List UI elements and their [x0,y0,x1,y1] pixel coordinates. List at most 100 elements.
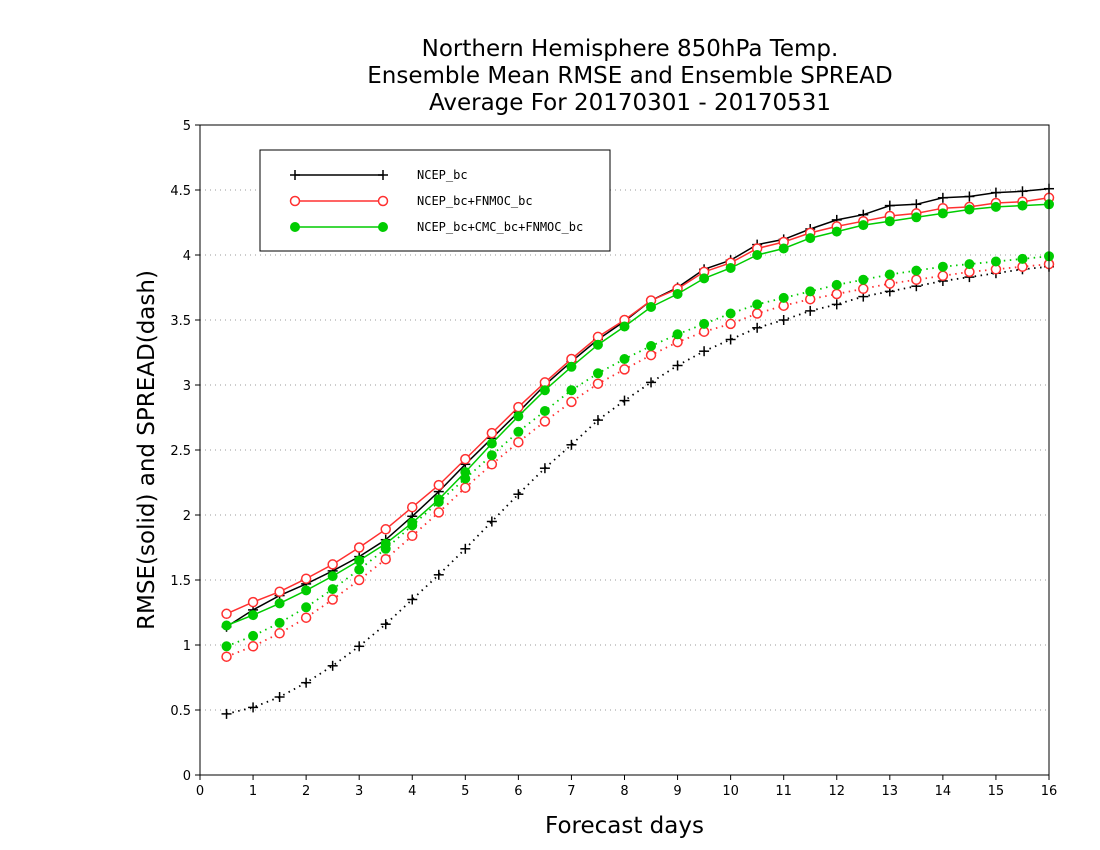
spread-point [354,641,365,652]
spread-line-series-2 [226,263,1050,658]
x-tick-label: 1 [249,784,257,799]
y-tick-label: 2 [183,509,191,524]
legend: NCEP_bc NCEP_bc+FNMOC_bc NCEP_bc+CMC_bc+FN… [259,149,611,252]
spread-point [645,349,657,361]
spread-point [433,569,444,580]
y-tick-label: 3.5 [170,314,191,329]
spread-point [937,261,948,272]
spread-point [539,463,550,474]
spread-point [460,543,471,554]
legend-marker [377,195,389,207]
chart-title: Northern Hemisphere 850hPa Temp. [421,36,839,62]
rmse-line-series-1 [226,187,1050,628]
rmse-point [327,571,338,582]
rmse-point [539,385,550,396]
legend-entry-2: NCEP_bc+FNMOC_bc [289,194,533,208]
y-tick-label: 4.5 [170,184,191,199]
rmse-point [460,453,471,465]
spread-point [566,385,577,396]
spread-point [539,406,550,416]
rmse-point [592,339,603,350]
spread-point [858,283,869,295]
rmse-point [460,467,471,478]
legend-marker [290,170,300,180]
spread-point [831,299,842,310]
spread-point [460,482,471,493]
rmse-point [380,538,391,549]
rmse-point [300,573,312,584]
x-tick-label: 14 [935,784,952,799]
rmse-point [1017,200,1028,211]
rmse-point [672,289,683,299]
rmse-point [619,321,630,332]
spread-point [247,641,259,652]
spread-point [805,305,816,316]
spread-point [327,660,338,671]
x-tick-label: 12 [828,784,845,799]
spread-point [380,619,391,630]
spread-point [354,564,365,575]
spread-point [486,459,498,470]
spread-point [566,396,577,408]
rmse-point [964,191,975,202]
y-tick-label: 4 [183,249,191,264]
spread-point [566,439,577,450]
rmse-point [353,542,365,553]
x-tick-label: 0 [196,784,204,799]
rmse-point [699,273,710,284]
spread-point [725,308,736,319]
rmse-point [380,524,391,535]
rmse-point [486,438,497,449]
legend-label: NCEP_bc [417,168,468,182]
spread-point [858,274,869,285]
rmse-point [752,250,763,260]
x-tick-label: 6 [514,784,522,799]
spread-point [911,274,922,285]
x-tick-label: 2 [302,784,310,799]
y-tick-label: 1 [183,639,191,654]
spread-point [937,270,949,282]
rmse-point [964,204,975,215]
x-tick-label: 15 [988,784,1005,799]
rmse-point [884,216,895,227]
spread-point [274,692,285,702]
rmse-point [486,427,498,439]
rmse-point [858,220,869,231]
spread-point [301,677,312,688]
rmse-point [433,494,444,505]
spread-point [619,395,630,406]
legend-marker [378,222,388,232]
rmse-point [831,226,842,237]
x-tick-label: 10 [722,784,739,799]
rmse-point [433,479,445,491]
spread-point [884,269,895,280]
spread-point [274,628,285,639]
rmse-point [566,361,577,372]
spread-point [778,292,789,303]
chart-subtitle-1: Ensemble Mean RMSE and Ensemble SPREAD [367,63,893,89]
legend-label: NCEP_bc+CMC_bc+FNMOC_bc [417,220,583,234]
rmse-point [937,192,948,203]
rmse-point [247,596,259,608]
spread-point [646,377,657,388]
spread-point [221,651,232,662]
rmse-line-series-2 [226,197,1050,615]
rmse-point [805,233,816,244]
spread-point [990,256,1001,267]
legend-label: NCEP_bc+FNMOC_bc [417,194,533,208]
spread-point [805,286,816,297]
x-tick-label: 9 [673,784,681,799]
rmse-point [354,555,365,566]
spread-point [539,416,551,427]
grid-lines [200,189,1049,711]
series-2 [221,192,1055,662]
spread-point [513,489,524,500]
spread-point [380,553,391,565]
spread-point [592,378,604,389]
spread-point [699,318,710,329]
spread-point [592,368,603,379]
spread-point [751,308,763,319]
x-tick-label: 5 [461,784,469,799]
rmse-point [937,208,948,219]
spread-point [274,617,285,628]
